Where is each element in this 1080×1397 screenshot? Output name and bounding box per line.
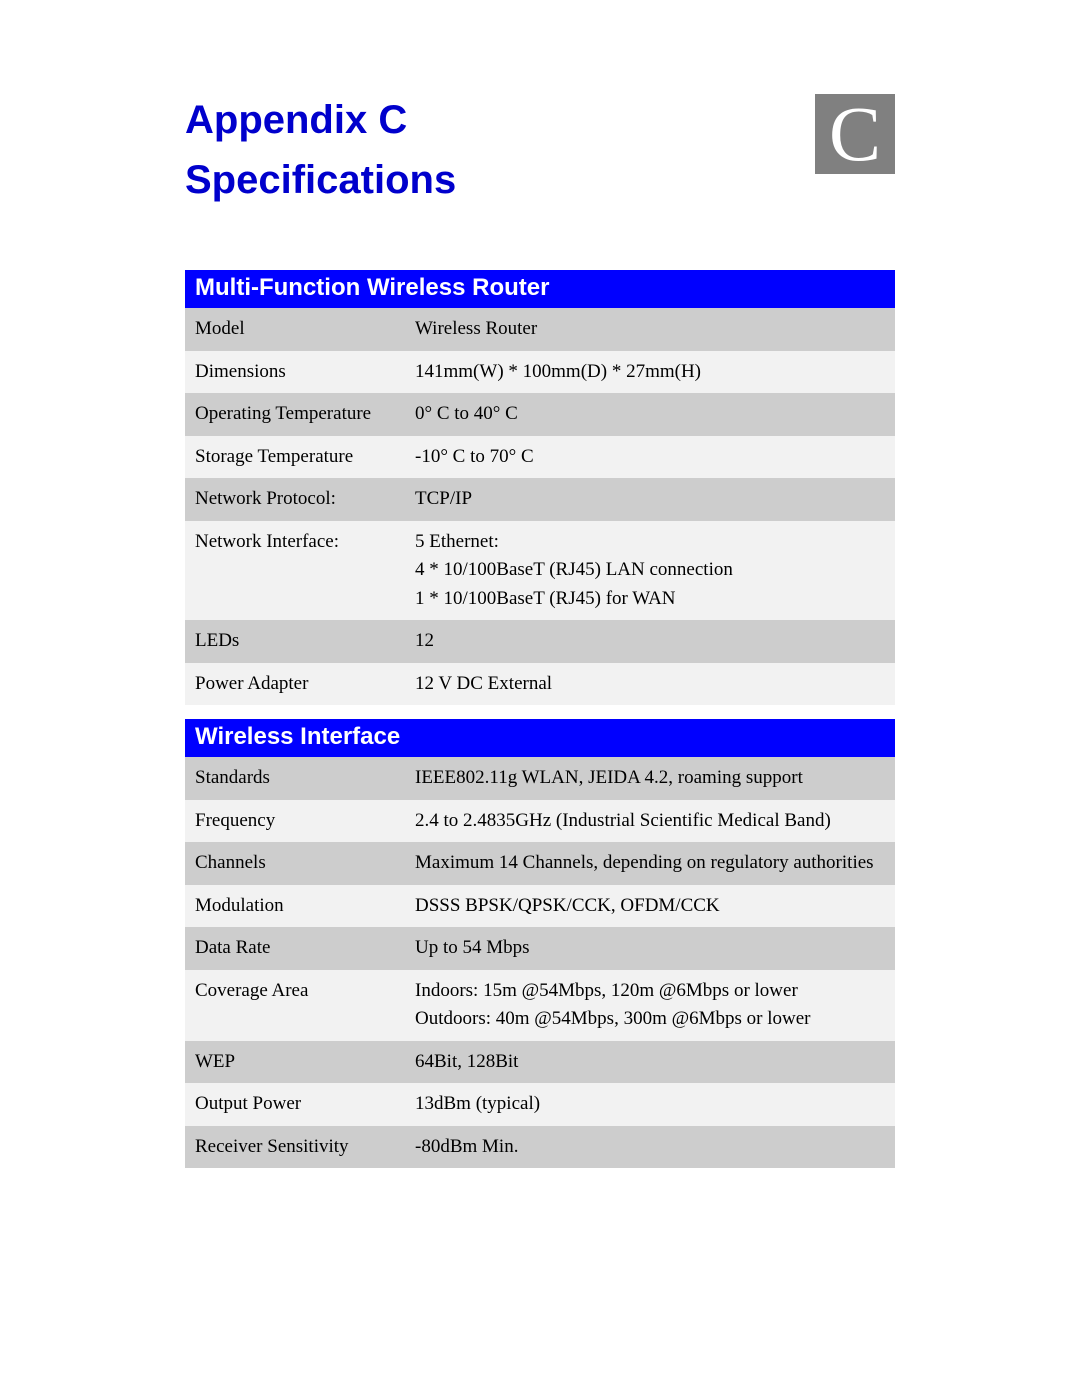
spec-label: Model (185, 308, 405, 351)
page-header: Appendix C Specifications C (185, 90, 895, 210)
spec-label: Modulation (185, 885, 405, 928)
title-line-1: Appendix C (185, 90, 456, 150)
table-row: Frequency2.4 to 2.4835GHz (Industrial Sc… (185, 800, 895, 843)
spec-label: LEDs (185, 620, 405, 663)
spec-value: 5 Ethernet:4 * 10/100BaseT (RJ45) LAN co… (405, 521, 895, 621)
table-row: Network Protocol:TCP/IP (185, 478, 895, 521)
section-header: Wireless Interface (185, 719, 895, 757)
table-row: ModelWireless Router (185, 308, 895, 351)
spec-value: Wireless Router (405, 308, 895, 351)
spec-label: Dimensions (185, 351, 405, 394)
table-row: Output Power13dBm (typical) (185, 1083, 895, 1126)
spec-value: DSSS BPSK/QPSK/CCK, OFDM/CCK (405, 885, 895, 928)
section-header: Multi-Function Wireless Router (185, 270, 895, 308)
table-row: ChannelsMaximum 14 Channels, depending o… (185, 842, 895, 885)
spec-value: 2.4 to 2.4835GHz (Industrial Scientific … (405, 800, 895, 843)
sections-container: Multi-Function Wireless RouterModelWirel… (185, 270, 895, 1168)
table-row: Receiver Sensitivity-80dBm Min. (185, 1126, 895, 1169)
spec-label: Network Interface: (185, 521, 405, 621)
spec-label: Coverage Area (185, 970, 405, 1041)
table-row: StandardsIEEE802.11g WLAN, JEIDA 4.2, ro… (185, 757, 895, 800)
spec-value: 64Bit, 128Bit (405, 1041, 895, 1084)
spec-value: Up to 54 Mbps (405, 927, 895, 970)
spec-value: 12 V DC External (405, 663, 895, 706)
spec-label: Power Adapter (185, 663, 405, 706)
spec-label: Data Rate (185, 927, 405, 970)
table-row: Power Adapter12 V DC External (185, 663, 895, 706)
spec-label: Output Power (185, 1083, 405, 1126)
spec-value: -80dBm Min. (405, 1126, 895, 1169)
spec-label: Receiver Sensitivity (185, 1126, 405, 1169)
spec-label: WEP (185, 1041, 405, 1084)
title-line-2: Specifications (185, 150, 456, 210)
spec-value: 12 (405, 620, 895, 663)
spec-value: TCP/IP (405, 478, 895, 521)
appendix-badge: C (815, 94, 895, 174)
spec-value: 141mm(W) * 100mm(D) * 27mm(H) (405, 351, 895, 394)
spec-label: Operating Temperature (185, 393, 405, 436)
spec-label: Channels (185, 842, 405, 885)
page: Appendix C Specifications C Multi-Functi… (0, 0, 1080, 1258)
table-row: ModulationDSSS BPSK/QPSK/CCK, OFDM/CCK (185, 885, 895, 928)
table-row: LEDs12 (185, 620, 895, 663)
table-row: Network Interface:5 Ethernet:4 * 10/100B… (185, 521, 895, 621)
table-row: Operating Temperature0° C to 40° C (185, 393, 895, 436)
spec-label: Standards (185, 757, 405, 800)
table-row: WEP64Bit, 128Bit (185, 1041, 895, 1084)
table-row: Storage Temperature-10° C to 70° C (185, 436, 895, 479)
spec-value: -10° C to 70° C (405, 436, 895, 479)
table-row: Dimensions141mm(W) * 100mm(D) * 27mm(H) (185, 351, 895, 394)
spec-label: Frequency (185, 800, 405, 843)
spec-value: Indoors: 15m @54Mbps, 120m @6Mbps or low… (405, 970, 895, 1041)
spec-table: ModelWireless RouterDimensions141mm(W) *… (185, 308, 895, 705)
table-row: Data RateUp to 54 Mbps (185, 927, 895, 970)
spec-value: 13dBm (typical) (405, 1083, 895, 1126)
title-block: Appendix C Specifications (185, 90, 456, 210)
table-row: Coverage AreaIndoors: 15m @54Mbps, 120m … (185, 970, 895, 1041)
spec-label: Network Protocol: (185, 478, 405, 521)
spec-value: Maximum 14 Channels, depending on regula… (405, 842, 895, 885)
spec-table: StandardsIEEE802.11g WLAN, JEIDA 4.2, ro… (185, 757, 895, 1168)
spec-label: Storage Temperature (185, 436, 405, 479)
spec-value: 0° C to 40° C (405, 393, 895, 436)
spec-value: IEEE802.11g WLAN, JEIDA 4.2, roaming sup… (405, 757, 895, 800)
